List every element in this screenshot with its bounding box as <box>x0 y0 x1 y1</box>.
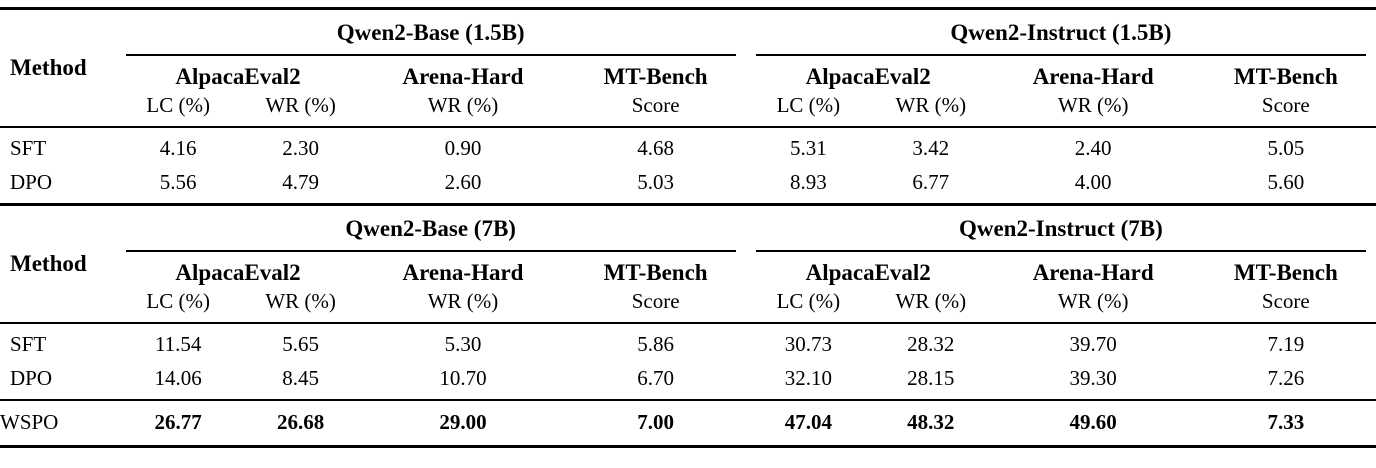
value-cell: 4.16 <box>159 136 197 160</box>
header-benchmark-row: AlpacaEval2 Arena-Hard MT-Bench AlpacaEv… <box>0 252 1376 288</box>
subcolumn-header-wr: WR (%) <box>240 288 361 324</box>
value-cell: 7.33 <box>1195 399 1376 447</box>
header-group-row: Method Qwen2-Base (1.5B) Qwen2-Instruct … <box>0 8 1376 128</box>
value-cell: 39.70 <box>1069 332 1117 356</box>
subcolumn-header-score: Score <box>565 288 746 324</box>
value-cell: 6.70 <box>637 366 674 390</box>
value-cell: 5.31 <box>789 136 827 160</box>
subcolumn-header-wr: WR (%) <box>990 92 1196 128</box>
value-cell: 2.30 <box>282 136 319 160</box>
value-cell: 4.68 <box>637 136 674 160</box>
value-cell: 8.93 <box>789 170 827 194</box>
value-cell: 29.00 <box>360 399 566 447</box>
group-header-base: Qwen2-Base (7B) <box>116 206 746 252</box>
header-group-row: Method Qwen2-Base (7B) Qwen2-Instruct (7… <box>0 206 1376 324</box>
value-cell: 47.04 <box>745 399 871 447</box>
subcolumn-header-score: Score <box>565 92 746 128</box>
value-cell: 2.60 <box>444 170 482 194</box>
benchmark-header-alpacaeval2: AlpacaEval2 <box>175 260 301 285</box>
results-table-7b: Method Qwen2-Base (7B) Qwen2-Instruct (7… <box>0 206 1376 448</box>
benchmark-header-mt-bench: MT-Bench <box>1233 260 1338 285</box>
value-cell: 7.19 <box>1267 332 1305 356</box>
value-cell: 5.30 <box>444 332 482 356</box>
value-cell: 4.79 <box>282 170 319 194</box>
benchmark-header-arena-hard: Arena-Hard <box>402 260 524 285</box>
benchmark-header-alpacaeval2: AlpacaEval2 <box>175 64 301 89</box>
value-cell: 10.70 <box>439 366 487 390</box>
method-cell: DPO <box>10 366 53 390</box>
subcolumn-header-lc: LC (%) <box>745 288 871 324</box>
subcolumn-header-wr: WR (%) <box>870 288 991 324</box>
table-row-dpo: DPO 5.56 4.79 2.60 5.03 8.93 6.77 4.00 5… <box>0 165 1376 205</box>
value-cell: 28.15 <box>907 366 955 390</box>
value-cell: 11.54 <box>154 332 202 356</box>
group-header-instruct: Qwen2-Instruct (1.5B) <box>746 9 1376 57</box>
table-row-sft: SFT 4.16 2.30 0.90 4.68 5.31 3.42 2.40 5… <box>0 127 1376 165</box>
table-row-wspo: WSPO 26.77 26.68 29.00 7.00 47.04 48.32 … <box>0 399 1376 447</box>
benchmark-header-mt-bench: MT-Bench <box>603 64 708 89</box>
value-cell: 26.77 <box>115 399 241 447</box>
subcolumn-header-score: Score <box>1195 92 1376 128</box>
value-cell: 26.68 <box>240 399 361 447</box>
method-cell: DPO <box>10 170 53 194</box>
subcolumn-header-wr: WR (%) <box>360 288 566 324</box>
value-cell: 5.86 <box>637 332 674 356</box>
subcolumn-header-wr: WR (%) <box>990 288 1196 324</box>
header-subcolumn-row: LC (%) WR (%) WR (%) Score LC (%) WR (%)… <box>0 92 1376 128</box>
value-cell: 28.32 <box>907 332 955 356</box>
value-cell: 3.42 <box>912 136 950 160</box>
value-cell: 0.90 <box>444 136 482 160</box>
table-row-dpo: DPO 14.06 8.45 10.70 6.70 32.10 28.15 39… <box>0 361 1376 400</box>
subcolumn-header-lc: LC (%) <box>115 288 241 324</box>
value-cell: 8.45 <box>282 366 319 390</box>
subcolumn-header-lc: LC (%) <box>115 92 241 128</box>
subcolumn-header-wr: WR (%) <box>360 92 566 128</box>
value-cell: 4.00 <box>1074 170 1112 194</box>
method-header: Method <box>0 206 116 324</box>
subcolumn-header-wr: WR (%) <box>240 92 361 128</box>
results-table-1-5b: Method Qwen2-Base (1.5B) Qwen2-Instruct … <box>0 7 1376 206</box>
value-cell: 30.73 <box>784 332 832 356</box>
value-cell: 48.32 <box>870 399 991 447</box>
value-cell: 14.06 <box>154 366 202 390</box>
value-cell: 39.30 <box>1069 366 1117 390</box>
value-cell: 49.60 <box>990 399 1196 447</box>
group-header-base: Qwen2-Base (1.5B) <box>116 9 746 57</box>
group-header-instruct: Qwen2-Instruct (7B) <box>746 206 1376 252</box>
value-cell: 5.05 <box>1267 136 1305 160</box>
subcolumn-header-wr: WR (%) <box>870 92 991 128</box>
benchmark-header-alpacaeval2: AlpacaEval2 <box>805 260 931 285</box>
value-cell: 7.26 <box>1267 366 1305 390</box>
value-cell: 5.60 <box>1267 170 1305 194</box>
value-cell: 5.65 <box>282 332 319 356</box>
benchmark-header-arena-hard: Arena-Hard <box>1032 64 1154 89</box>
method-header: Method <box>0 8 116 128</box>
method-cell: WSPO <box>0 399 116 447</box>
subcolumn-header-lc: LC (%) <box>745 92 871 128</box>
header-benchmark-row: AlpacaEval2 Arena-Hard MT-Bench AlpacaEv… <box>0 56 1376 92</box>
method-cell: SFT <box>10 136 47 160</box>
table-row-sft: SFT 11.54 5.65 5.30 5.86 30.73 28.32 39.… <box>0 323 1376 361</box>
benchmark-header-alpacaeval2: AlpacaEval2 <box>805 64 931 89</box>
value-cell: 32.10 <box>784 366 832 390</box>
benchmark-header-mt-bench: MT-Bench <box>603 260 708 285</box>
subcolumn-header-score: Score <box>1195 288 1376 324</box>
benchmark-header-arena-hard: Arena-Hard <box>402 64 524 89</box>
method-cell: SFT <box>10 332 47 356</box>
value-cell: 5.03 <box>637 170 674 194</box>
value-cell: 2.40 <box>1074 136 1112 160</box>
value-cell: 5.56 <box>159 170 197 194</box>
header-subcolumn-row: LC (%) WR (%) WR (%) Score LC (%) WR (%)… <box>0 288 1376 324</box>
value-cell: 6.77 <box>912 170 950 194</box>
results-tables: Method Qwen2-Base (1.5B) Qwen2-Instruct … <box>0 7 1376 448</box>
value-cell: 7.00 <box>565 399 746 447</box>
benchmark-header-arena-hard: Arena-Hard <box>1032 260 1154 285</box>
benchmark-header-mt-bench: MT-Bench <box>1233 64 1338 89</box>
